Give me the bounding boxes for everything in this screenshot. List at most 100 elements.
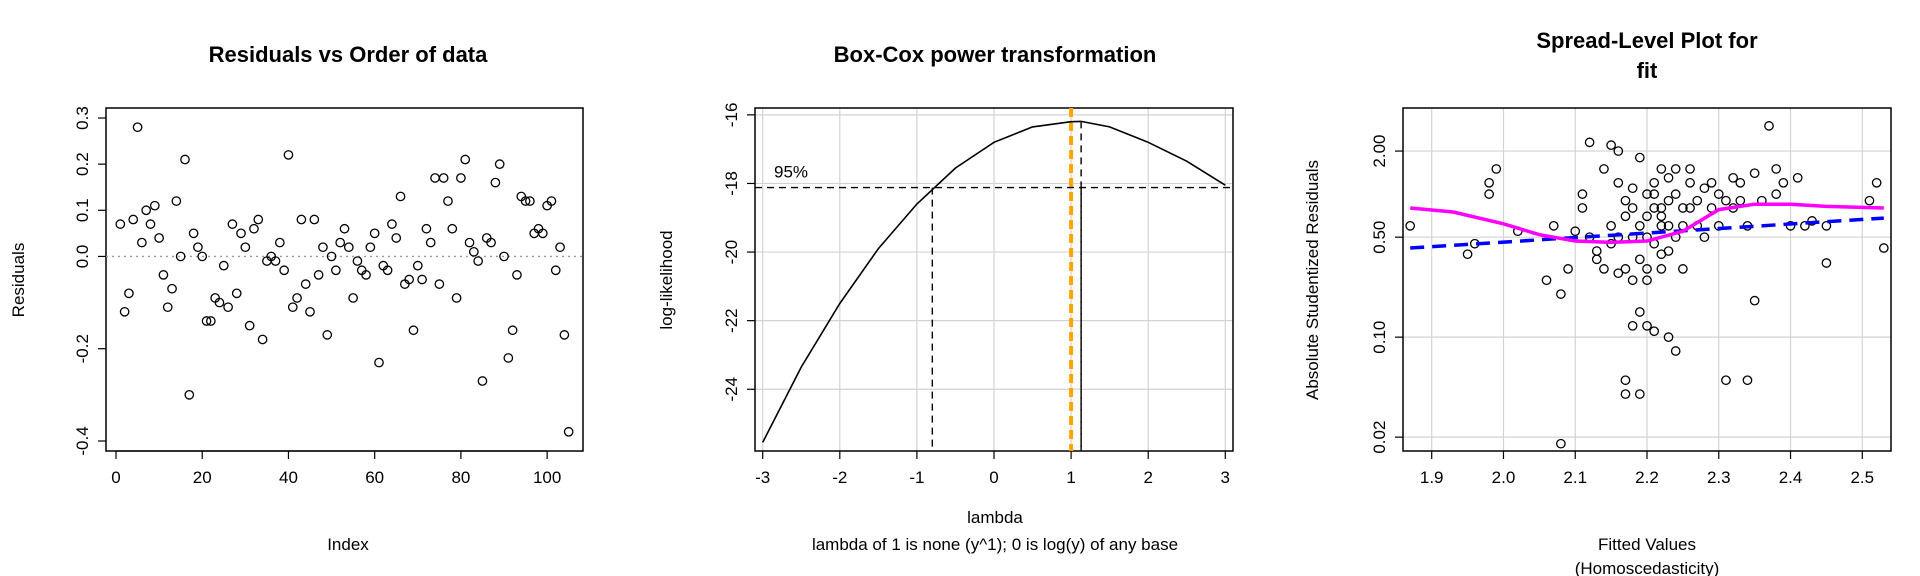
data-point — [1634, 221, 1645, 231]
data-point — [550, 265, 561, 276]
data-point — [1656, 164, 1667, 174]
data-point — [1678, 203, 1688, 213]
data-point — [1649, 189, 1660, 199]
data-point — [331, 265, 341, 276]
data-point — [425, 237, 436, 248]
data-point — [1649, 177, 1660, 188]
data-point — [1591, 254, 1602, 265]
data-point — [141, 205, 152, 216]
data-point — [300, 279, 311, 289]
panel-box-cox: Box-Cox power transformation -3 -2 -1 0 1 2 3 … — [657, 42, 1234, 554]
data-point — [456, 173, 466, 183]
data-point — [1678, 264, 1688, 274]
panel-residuals-vs-order: Residuals vs Order of data 0 20 40 60 80 100 … — [9, 42, 584, 554]
data-point — [443, 196, 453, 206]
x-axis-subtitle: lambda of 1 is none (y^1); 0 is log(y) o… — [812, 535, 1178, 554]
y-axis-label: log-likelihood — [657, 230, 676, 329]
x-tick-label: 0 — [989, 468, 998, 487]
data-point — [1642, 264, 1652, 274]
data-point — [1627, 320, 1638, 331]
data-point — [309, 214, 320, 225]
data-point — [1642, 275, 1652, 286]
data-point — [1713, 189, 1724, 199]
data-point — [1491, 164, 1502, 174]
data-point — [287, 302, 298, 313]
data-point — [128, 214, 139, 225]
data-point — [1620, 389, 1631, 399]
data-point — [1591, 246, 1602, 256]
data-point — [348, 293, 358, 303]
x-tick-label: 1.9 — [1420, 468, 1444, 487]
data-point — [382, 265, 393, 276]
data-point — [313, 270, 324, 280]
data-point — [1864, 195, 1875, 206]
data-point — [477, 376, 488, 386]
data-point — [430, 173, 440, 183]
data-point — [1627, 183, 1638, 194]
data-point — [1462, 249, 1473, 260]
data-point — [175, 251, 186, 262]
data-point — [132, 122, 143, 133]
data-point — [1584, 137, 1595, 148]
data-point — [434, 279, 445, 289]
chart-title-line-2: fit — [1637, 58, 1658, 83]
data-point — [352, 256, 363, 266]
data-point — [1642, 320, 1652, 331]
data-point — [1821, 258, 1832, 268]
data-point — [1685, 177, 1695, 188]
data-point — [1871, 177, 1882, 188]
data-point — [1778, 177, 1789, 188]
y-tick-label: -20 — [722, 240, 741, 265]
data-point — [214, 297, 225, 308]
data-point — [1663, 221, 1674, 231]
data-point — [1663, 246, 1674, 256]
data-point — [1670, 164, 1681, 174]
data-point — [201, 316, 212, 326]
data-point — [231, 288, 242, 299]
data-point — [1800, 221, 1810, 231]
data-point — [1620, 195, 1631, 206]
data-point — [274, 237, 285, 248]
data-point — [1692, 195, 1703, 206]
fit-line-dashed — [1410, 216, 1884, 250]
data-point — [343, 242, 354, 253]
data-point — [468, 246, 479, 257]
data-point — [1606, 221, 1616, 231]
data-point — [1721, 375, 1731, 386]
data-point — [184, 390, 195, 400]
data-point — [1405, 221, 1416, 231]
data-point — [1484, 177, 1494, 188]
data-point — [1620, 264, 1631, 274]
data-point — [512, 270, 522, 280]
data-point — [1649, 203, 1660, 213]
data-point — [124, 288, 134, 299]
data-point — [1606, 140, 1616, 150]
data-point — [197, 251, 208, 262]
data-point — [546, 196, 557, 206]
data-point — [244, 320, 255, 331]
data-point — [339, 223, 350, 234]
data-point — [119, 306, 130, 317]
data-point — [1735, 195, 1746, 206]
data-point — [460, 154, 471, 165]
data-point — [555, 242, 565, 253]
data-point — [1634, 254, 1645, 265]
data-point — [145, 219, 156, 229]
data-point — [1656, 211, 1667, 222]
data-point — [1548, 221, 1559, 231]
data-point — [1721, 195, 1731, 206]
data-point — [395, 191, 406, 202]
data-point — [1792, 172, 1803, 183]
data-point — [137, 237, 147, 248]
data-point — [1670, 346, 1681, 356]
data-point — [253, 214, 264, 225]
y-tick-label: 0.0 — [73, 245, 92, 269]
data-point — [1663, 195, 1674, 206]
data-point — [305, 306, 315, 317]
data-point — [1771, 164, 1782, 174]
x-axis-label: lambda — [967, 508, 1023, 527]
data-point — [158, 270, 169, 280]
data-point — [1642, 189, 1652, 199]
data-point — [249, 223, 259, 234]
data-point — [270, 256, 281, 266]
